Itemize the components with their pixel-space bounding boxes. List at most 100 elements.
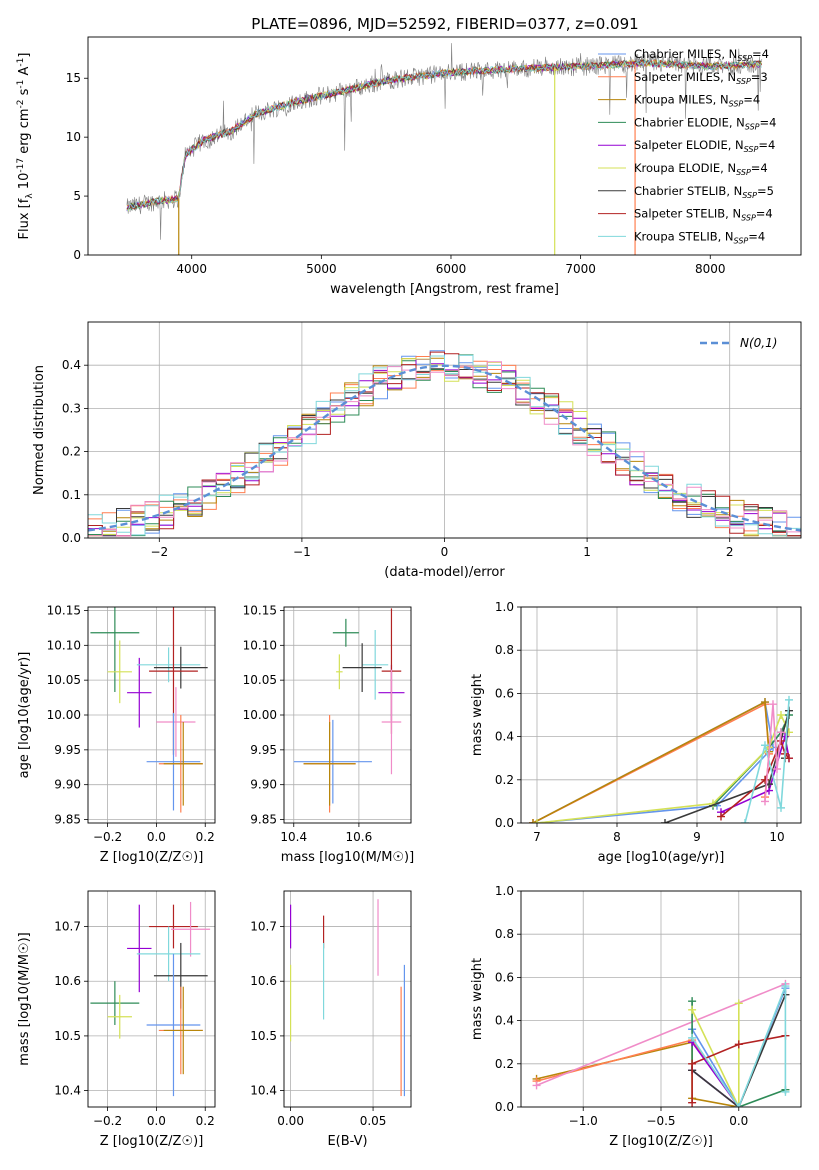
x-tick-label: 0.0 (729, 1114, 748, 1128)
mass-weight-line (691, 994, 787, 1107)
x-axis-label: Z [log10(Z/Z☉)] (100, 850, 204, 865)
mass-weight-marker (777, 803, 785, 812)
legend-entry-label: Salpeter STELIB, NSSP=4 (634, 207, 773, 223)
mass-weight-marker (688, 1059, 697, 1068)
spectrum-model-line (126, 58, 762, 212)
errorbar-point (127, 657, 152, 728)
y-tick-label: 10.5 (250, 1029, 277, 1043)
legend-entry-label: N(0,1) (740, 336, 777, 350)
legend-entry-label: Salpeter ELODIE, NSSP=4 (634, 138, 775, 154)
y-tick-label: 9.85 (54, 813, 81, 827)
y-tick-label: 10.10 (47, 638, 81, 652)
errorbar-point (146, 712, 201, 811)
spectrum-model-line (126, 58, 762, 212)
y-tick-label: 0.1 (62, 488, 81, 502)
mass-weight-marker (688, 1005, 697, 1014)
x-tick-label: 0 (441, 545, 449, 559)
errorbar-point (146, 953, 201, 1097)
y-tick-label: 10.05 (243, 673, 277, 687)
y-tick-label: 0.0 (495, 816, 514, 830)
mass-weight-marker (769, 700, 777, 709)
axes-frame (87, 321, 802, 539)
mass-weight-line (764, 704, 782, 802)
mass-weight-marker (785, 754, 793, 763)
mass-weight-marker (777, 711, 785, 719)
x-axis-label: mass [log10(M/M☉)] (281, 850, 414, 865)
plot-area-ebv_mass (289, 899, 406, 1097)
y-tick-label: 9.95 (250, 743, 277, 757)
axes-frame (87, 606, 216, 824)
axes-frame (283, 890, 412, 1108)
errorbar-point (90, 981, 140, 1025)
y-tick-label: 0.4 (495, 730, 514, 744)
y-axis-label: Flux [fλ 10-17 erg cm-2 s-1 A-1] (16, 53, 35, 240)
errorbar-point (163, 986, 203, 1075)
mass-weight-marker (777, 728, 785, 737)
mass-weight-line (691, 1003, 740, 1107)
x-tick-label: −0.2 (93, 830, 122, 844)
legend-entry-label: Chabrier ELODIE, NSSP=4 (634, 115, 776, 131)
y-tick-label: 9.90 (250, 778, 277, 792)
x-tick-label: 7000 (565, 262, 596, 276)
y-tick-label: 10.00 (243, 708, 277, 722)
axes-residuals: −2 −1 0 1 2 0.0 0.1 0.2 0.3 0.4 (data-model)/error… (32, 321, 802, 580)
x-tick-label: 1 (583, 545, 591, 559)
y-tick-label: 0.2 (495, 773, 514, 787)
errorbar-point (136, 647, 201, 683)
x-tick-label: 10 (769, 830, 784, 844)
mass-weight-marker (533, 819, 541, 823)
y-tick-label: 10.4 (250, 1084, 277, 1098)
y-tick-label: 10.6 (54, 974, 81, 988)
errorbar-point (107, 640, 132, 704)
mass-weight-marker (688, 997, 697, 1006)
mass-weight-marker (761, 741, 769, 750)
y-tick-label: 10.4 (54, 1084, 81, 1098)
x-tick-label: 8 (613, 830, 621, 844)
x-axis-label: Z [log10(Z/Z☉)] (100, 1134, 204, 1149)
x-tick-label: 6000 (436, 262, 467, 276)
mass-weight-marker (761, 698, 769, 707)
x-tick-label: −0.2 (93, 1114, 122, 1128)
errorbar-point (136, 926, 201, 982)
errorbar-point (163, 721, 203, 806)
mass-weight-marker (781, 982, 790, 991)
legend-entry-label: Kroupa MILES, NSSP=4 (634, 93, 760, 109)
plot-area-spectrum (126, 43, 763, 255)
y-tick-label: 10.10 (243, 638, 277, 652)
plot-area-mw_z (532, 979, 790, 1107)
x-tick-label: 10.4 (280, 830, 307, 844)
spectrum-model-line (126, 59, 762, 210)
axes-mass_age: 10.4 10.6 9.85 9.90 9.95 10.00 10.05 10.10 10.15… (243, 603, 415, 865)
x-tick-label: 8000 (695, 262, 726, 276)
y-tick-label: 9.90 (54, 778, 81, 792)
x-tick-label: −1 (293, 545, 311, 559)
axes-frame (87, 36, 802, 256)
errorbar-point (336, 654, 343, 690)
y-tick-label: 5 (73, 189, 81, 203)
plot-area-residuals (88, 350, 801, 537)
legend-entry-label: Kroupa ELODIE, NSSP=4 (634, 161, 768, 177)
y-tick-label: 15 (66, 71, 81, 85)
mass-weight-marker (717, 812, 725, 821)
x-tick-label: 0.0 (147, 1114, 166, 1128)
x-tick-label: 0.00 (277, 1114, 304, 1128)
x-axis-label: wavelength [Angstrom, rest frame] (330, 282, 559, 297)
y-tick-label: 0.8 (495, 927, 514, 941)
errorbar-point (153, 646, 208, 689)
errorbar-point (332, 618, 359, 647)
y-tick-label: 9.95 (54, 743, 81, 757)
y-tick-label: 0.4 (495, 1014, 514, 1028)
y-axis-label: Normed distribution (32, 365, 47, 495)
axes-frame (520, 890, 802, 1108)
y-tick-label: 1.0 (495, 600, 514, 614)
y-tick-label: 0.0 (495, 1100, 514, 1114)
y-tick-label: 10 (66, 130, 81, 144)
errorbar-point (149, 904, 198, 949)
mass-weight-marker (761, 775, 769, 784)
mass-weight-marker (688, 1098, 697, 1107)
figure-title: PLATE=0896, MJD=52592, FIBERID=0377, z=0… (251, 15, 638, 33)
x-tick-label: 0.2 (196, 830, 215, 844)
mass-weight-line (691, 985, 787, 1107)
